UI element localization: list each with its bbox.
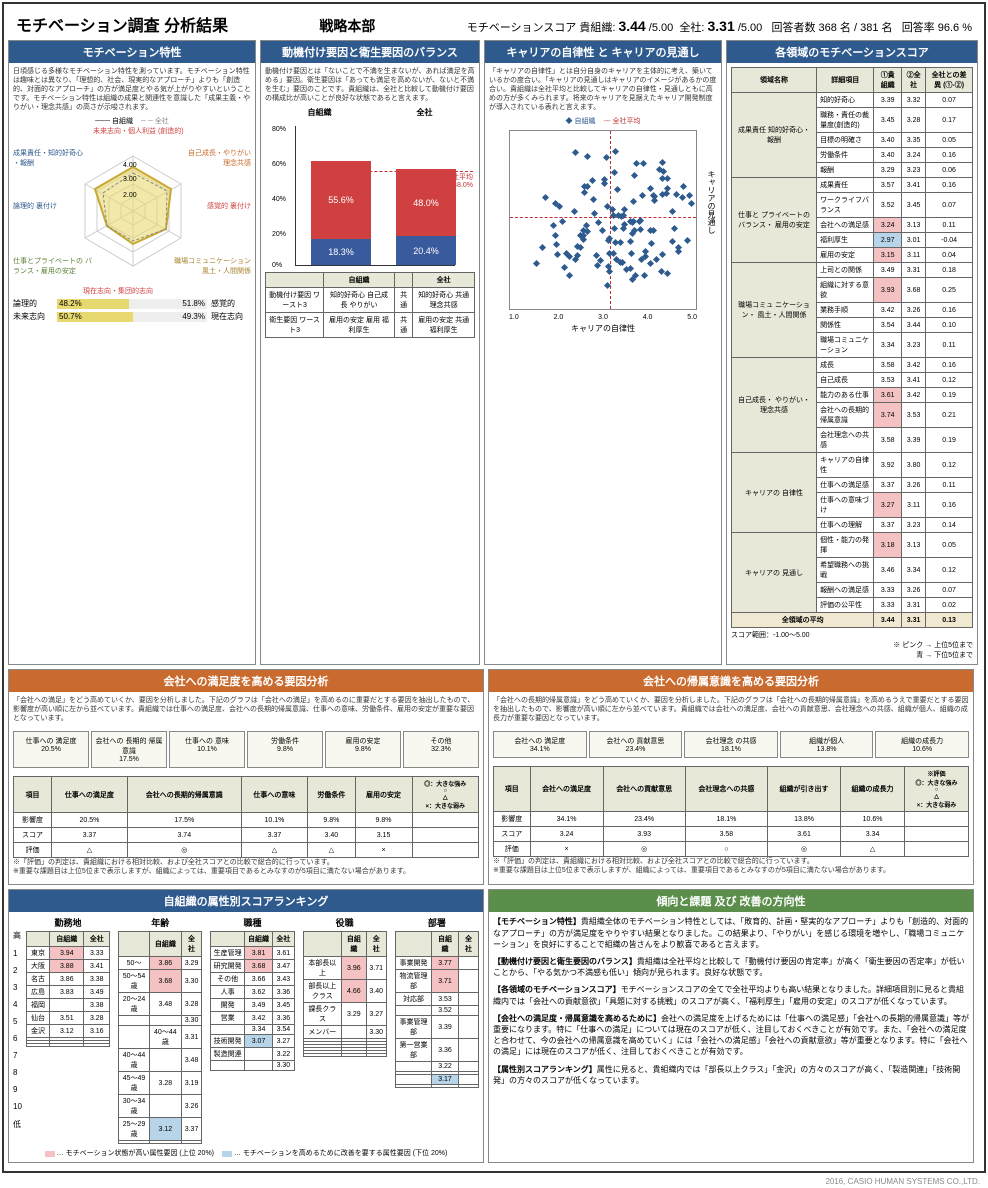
factor-table: 項目会社への満足度会社への貢献意思会社理念への共感組織が引き出す組織の成長力※評… — [493, 766, 969, 857]
factor-boxes: 仕事への 満足度20.5%会社への 長期的 帰属意識17.5%仕事への 意味10… — [13, 731, 479, 768]
tendency-text: 【モチベーション特性】貴組織全体のモチベーション特性としては、「敗育的、計画・堅… — [489, 912, 973, 1095]
panel-belonging-factors: 会社への帰属意識を高める要因分析 「会社への長期的帰属意識」をどう高めていくか、… — [488, 669, 974, 885]
ranking-legend: … モチベーション状態が高い属性要因 (上位 20%) … モチベーションを高め… — [13, 1148, 479, 1158]
factor-table: 項目仕事への満足度会社への長期的帰属意識仕事への意味労働条件雇用の安定◎：大きな… — [13, 776, 479, 858]
radar-legend: ─── 自組織 ─ ─ 全社 — [13, 116, 251, 126]
radar-chart: 4.00 3.00 2.00 未来志向・個人利益 (創造的) 成果責任・知的好奇… — [13, 126, 251, 296]
dashboard-frame: モチベーション調査 分析結果 戦略本部 モチベーションスコア 貴組織: 3.44… — [2, 2, 986, 1173]
panel-tendency: 傾向と課題 及び 改善の方向性 【モチベーション特性】貴組織全体のモチベーション… — [488, 889, 974, 1163]
panel-motivation-traits: モチベーション特性 日頃感じる多様なモチベーション特性を測っています。モチベーシ… — [8, 40, 256, 665]
panel-desc: 日頃感じる多様なモチベーション特性を測っています。モチベーション特性は趣味とは異… — [13, 67, 251, 112]
panel-area-scores: 各領域のモチベーションスコア 領域名称詳細項目①貴組織②全社全社との差異 (①-… — [726, 40, 978, 665]
panel-satisfaction-factors: 会社への満足度を高める要因分析 「会社への満足」をどう高めていくか、要因を分析し… — [8, 669, 484, 885]
scatter-legend: ◆ 自組織 --- 全社平均 — [489, 116, 717, 126]
balance-matrix: 自組織全社 動機付け要因 ワースト3知的好奇心 自己成長 やりがい共通知的好奇心… — [265, 272, 475, 338]
panel-attribute-ranking: 自組織の属性別スコアランキング 高 12345 678910 低 勤務地自組織全… — [8, 889, 484, 1163]
scatter-chart — [509, 130, 697, 310]
stacked-bar-chart: 全社平均48.0% 55.6% 18.3% 48.0% 20.4% 80% 60… — [295, 126, 455, 266]
area-score-table: 領域名称詳細項目①貴組織②全社全社との差異 (①-②)成果責任 知的好奇心・ 報… — [731, 67, 973, 628]
page-title: モチベーション調査 分析結果 — [16, 12, 228, 36]
panel-title: 動機付け要因と衛生要因のバランス — [261, 41, 479, 63]
svg-text:4.00: 4.00 — [123, 162, 137, 169]
panel-title: キャリアの自律性 と キャリアの見通し — [485, 41, 721, 63]
panel-career: キャリアの自律性 と キャリアの見通し 「キャリアの自律性」とは自分自身のキャリ… — [484, 40, 722, 665]
panel-motivation-balance: 動機付け要因と衛生要因のバランス 動機付け要因とは「ないことで不満を生まないが、… — [260, 40, 480, 665]
panel-title: モチベーション特性 — [9, 41, 255, 63]
header-scores: モチベーションスコア 貴組織: 3.44 /5.00 全社: 3.31 /5.0… — [467, 18, 972, 35]
header: モチベーション調査 分析結果 戦略本部 モチベーションスコア 貴組織: 3.44… — [8, 8, 980, 40]
trait-bars: 論理的 48.2% 51.8% 感覚的未来志向 50.7% 49.3% 現在志向 — [13, 298, 251, 322]
dept-name: 戦略本部 — [268, 16, 427, 36]
factor-boxes: 会社への 満足度34.1%会社への 貢献意思23.4%会社理念 の共感18.1%… — [493, 731, 969, 758]
panel-title: 各領域のモチベーションスコア — [727, 41, 977, 63]
footer-copyright: 2016, CASIO HUMAN SYSTEMS CO.,LTD. — [0, 1175, 988, 1188]
svg-text:2.00: 2.00 — [123, 192, 137, 199]
svg-text:3.00: 3.00 — [123, 176, 137, 183]
ranking-grid: 勤務地自組織全社東京3.943.33大阪3.883.41名古3.863.38広島… — [26, 916, 479, 1144]
